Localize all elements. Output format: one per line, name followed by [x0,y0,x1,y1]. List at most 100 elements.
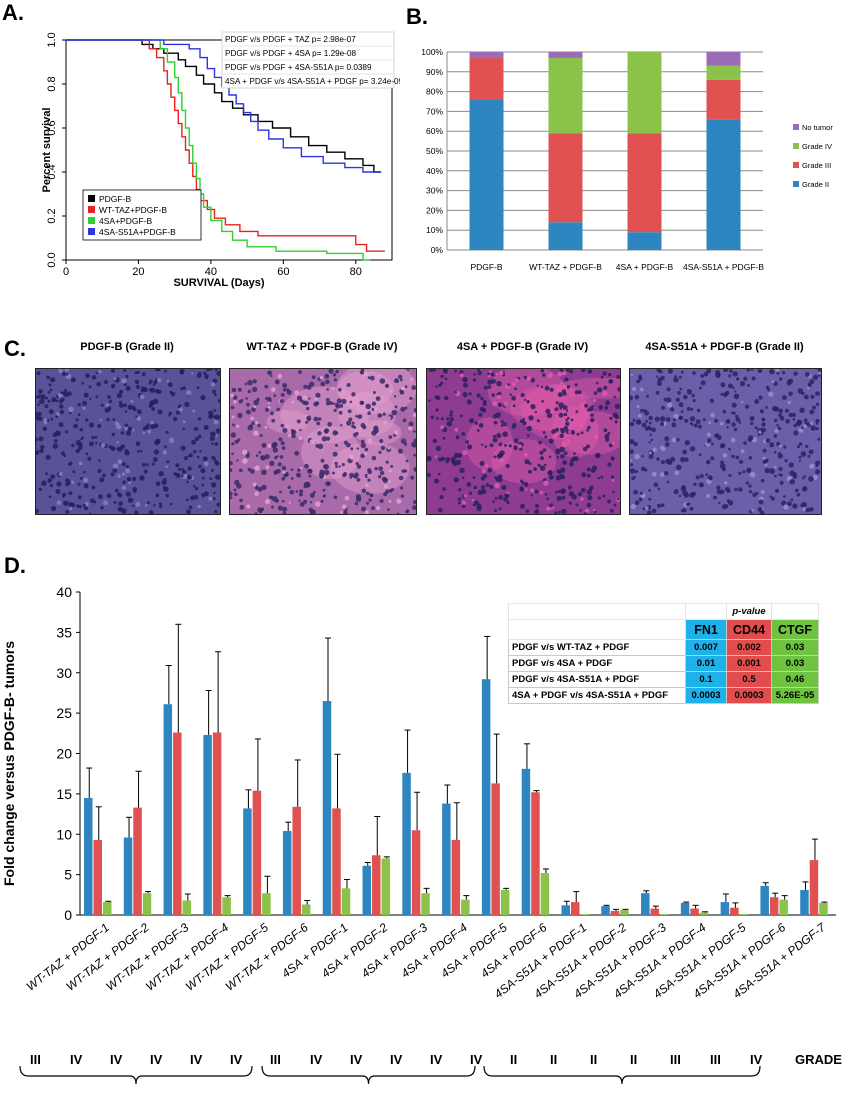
gene-header-cd44: CD44 [726,619,772,640]
grade-label: IV [750,1052,763,1067]
fold-change-bar [123,837,133,915]
y-tick-label: 30% [426,186,443,196]
stacked-bar-segment [627,232,662,250]
y-tick-label: 20% [426,205,443,215]
p-value-cell: 0.01 [685,655,727,672]
stacked-bar-segment [469,99,504,251]
fold-change-bar [601,906,610,915]
p-value-annotation: 4SA + PDGF v/s 4SA-S51A + PDGF p= 3.24e-… [225,77,400,86]
legend-swatch [88,228,95,235]
fold-change-bar [163,704,173,915]
stacked-bar-segment [548,133,583,223]
grade-label: IV [230,1052,243,1067]
histology-title: PDGF-B (Grade II) [80,341,174,353]
p-value-table: p-value FN1 CD44 CTGF PDGF v/s WT-TAZ + … [508,603,819,704]
legend-label: Grade II [802,180,829,189]
y-tick-label: 100% [421,47,443,57]
histology-image [426,368,621,515]
p-value-header: p-value [726,603,772,620]
y-tick-label: 35 [56,624,72,640]
stacked-bar-segment [627,52,662,134]
fold-change-bar [451,839,461,915]
fold-change-bar [491,783,500,915]
stacked-bar-segment [548,57,583,134]
survival-curve [66,39,382,173]
fold-change-bar [720,902,730,915]
legend-swatch [793,143,799,149]
fold-change-bar [282,831,292,915]
stacked-bar-segment [706,79,741,120]
stacked-bar-segment [469,52,504,58]
fold-change-bar [561,905,570,915]
panel-label-c: C. [4,336,26,361]
p-value-cell: 0.001 [726,655,772,672]
stacked-bar-segment [706,52,741,66]
fold-change-bar [372,855,381,915]
legend-label: 4SA-S51A+PDGF-B [99,227,176,237]
p-value-cell: 0.0003 [685,687,727,704]
y-tick-label: 0.8 [46,76,58,91]
grade-label: IV [470,1052,483,1067]
histology-image [629,368,822,515]
grade-label: III [30,1052,41,1067]
fold-change-bar [262,893,271,915]
fold-change-bar [800,889,809,915]
fold-change-bar [103,902,112,915]
histology-title: 4SA + PDGF-B (Grade IV) [456,341,589,353]
y-tick-label: 40 [56,584,72,600]
fold-change-bar [411,830,421,915]
y-tick-label: 50% [426,146,443,156]
legend-swatch [793,162,799,168]
fold-change-bar [650,908,660,915]
fold-change-bar [531,792,540,915]
tissue-texture [630,369,821,514]
stacked-bar-segment [627,133,662,233]
fold-change-bar [182,900,192,915]
table-row: PDGF v/s 4SA + PDGF 0.01 0.001 0.03 [508,655,819,672]
y-tick-label: 0.2 [46,208,58,223]
fold-change-bar [481,679,491,915]
fold-change-bar [332,808,341,915]
y-tick-label: 0.6 [46,120,58,135]
fold-change-bar [690,908,699,915]
fold-change-bar [760,885,769,915]
y-tick-label: 5 [64,867,72,883]
y-tick-label: 1.0 [46,32,58,47]
grade-label: II [510,1052,518,1067]
row-label: PDGF v/s 4SA + PDGF [508,655,686,672]
stacked-bar-segment [706,65,741,80]
p-value-cell: 0.03 [771,639,819,656]
p-value-cell: 5.26E-05 [771,687,819,704]
grade-label: II [630,1052,638,1067]
legend-label: WT-TAZ+PDGF-B [99,205,167,215]
fold-change-bar [341,888,351,915]
p-value-cell: 0.46 [771,671,819,688]
survival-chart: 0 20 40 60 80 0.0 0.2 0.4 0.6 0.8 1.0 SURVIVAL (Day… [41,31,400,289]
fold-change-bar [680,902,690,915]
p-value-cell: 0.1 [685,671,727,688]
category-label: PDGF-B [470,262,502,272]
panel-label-a: A. [2,0,24,25]
y-tick-label: 90% [426,67,443,77]
table-row: 4SA + PDGF v/s 4SA-S51A + PDGF 0.0003 0.… [508,687,819,704]
y-tick-label: 60% [426,126,443,136]
grade-label: IV [110,1052,123,1067]
fold-change-bar [580,914,589,915]
fold-change-bar [362,865,372,915]
p-value-cell: 0.5 [726,671,772,688]
fold-change-bar [292,806,301,915]
fold-change-bar [252,790,262,915]
grade-label: IV [310,1052,323,1067]
group-braces [19,1066,761,1085]
histology-image [229,368,417,515]
fold-change-bar [203,734,212,915]
fold-change-bar [142,893,152,915]
y-tick-label: 80% [426,87,443,97]
legend-label: No tumor [802,123,833,132]
fold-change-bar [769,897,779,915]
fold-change-bar [301,904,311,915]
grade-label: IV [190,1052,203,1067]
y-axis-label: Fold change versus PDGF-B- tumors [1,641,17,886]
category-label: 4SA + PDGF-B [616,262,674,272]
p-value-annotation: PDGF v/s PDGF + 4SA-S51A p= 0.0389 [225,63,372,72]
